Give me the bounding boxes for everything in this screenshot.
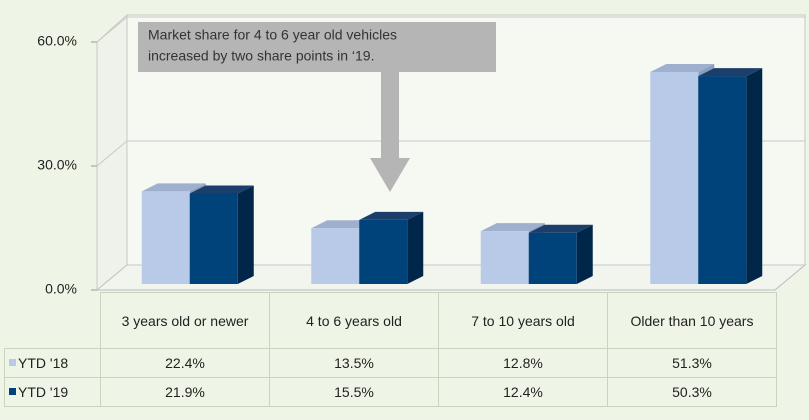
legend-label: YTD '18: [18, 355, 69, 371]
category-label: Older than 10 years: [607, 292, 777, 349]
bar: [480, 231, 529, 284]
table-corner: [5, 293, 101, 349]
category-label: 4 to 6 years old: [269, 292, 439, 349]
annotation-text: increased by two share points in ‘19.: [148, 48, 374, 64]
value-label: 12.4%: [438, 377, 608, 407]
bar-top: [480, 223, 545, 232]
bar: [698, 76, 747, 285]
table-row: YTD '18 22.4% 13.5% 12.8% 51.3%: [4, 348, 777, 378]
bar-top: [359, 211, 424, 220]
grid-line: [96, 16, 805, 43]
bar-top: [141, 183, 206, 192]
y-tick-label: 60.0%: [37, 33, 77, 49]
legend-entry: YTD '18: [4, 348, 101, 378]
legend-swatch: [9, 388, 16, 395]
value-label: 21.9%: [100, 377, 270, 407]
legend-label: YTD '19: [18, 384, 69, 400]
value-label: 22.4%: [100, 348, 270, 378]
bar-top: [698, 68, 763, 77]
bar-top: [528, 224, 593, 233]
data-table: 3 years old or newer 4 to 6 years old 7 to…: [4, 292, 777, 407]
bar-side: [576, 224, 593, 284]
bar: [141, 191, 190, 284]
bar-side: [237, 185, 254, 284]
bar-side: [746, 68, 763, 285]
side-wall: [96, 13, 128, 292]
category-label: 7 to 10 years old: [438, 292, 608, 349]
bar-top: [650, 63, 715, 72]
bar: [650, 71, 699, 285]
bar: [359, 219, 408, 284]
bar: [189, 193, 238, 284]
y-tick-label: 30.0%: [37, 157, 77, 173]
category-label: 3 years old or newer: [100, 292, 270, 349]
bar-side: [407, 211, 424, 284]
value-label: 13.5%: [269, 348, 439, 378]
value-label: 12.8%: [438, 348, 608, 378]
annotation-arrow: [370, 72, 410, 192]
legend-entry: YTD '19: [4, 377, 101, 407]
value-label: 51.3%: [607, 348, 777, 378]
value-label: 50.3%: [607, 377, 777, 407]
annotation-box: [138, 22, 496, 72]
bar: [311, 228, 360, 284]
table-row: YTD '19 21.9% 15.5% 12.4% 50.3%: [4, 377, 777, 407]
bar: [528, 232, 577, 284]
y-tick-label: 0.0%: [45, 281, 77, 297]
bar-top: [189, 185, 254, 194]
value-label: 15.5%: [269, 377, 439, 407]
annotation-text: Market share for 4 to 6 year old vehicle…: [148, 27, 397, 43]
legend-swatch: [9, 359, 16, 366]
grid-line: [96, 140, 805, 167]
